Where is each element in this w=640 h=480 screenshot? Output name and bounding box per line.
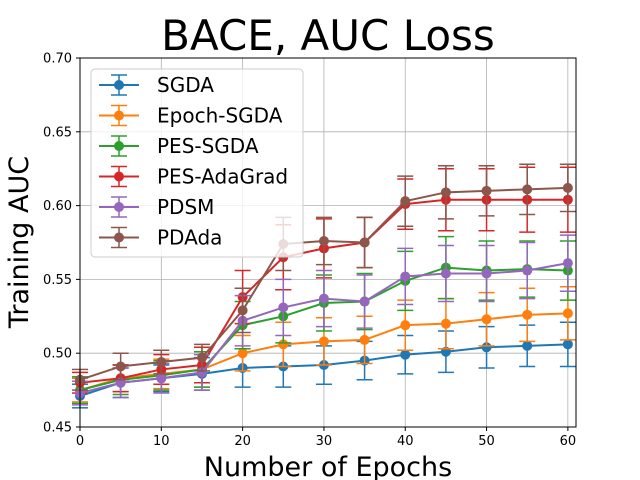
y-tick-label: 0.60 [43, 199, 72, 214]
data-point [440, 187, 451, 198]
data-point [115, 361, 126, 372]
data-point [318, 336, 329, 347]
data-point [400, 349, 411, 360]
data-point [481, 268, 492, 279]
legend-item: Epoch-SGDA [99, 104, 283, 128]
legend-label: PES-SGDA [157, 134, 259, 158]
chart-title: BACE, AUC Loss [161, 11, 495, 60]
data-point [562, 182, 573, 193]
legend-label: Epoch-SGDA [157, 104, 283, 128]
legend-label: PDSM [157, 195, 214, 219]
data-point [440, 318, 451, 329]
data-point [278, 339, 289, 350]
data-point [562, 258, 573, 269]
data-point [359, 237, 370, 248]
legend-label: SGDA [157, 73, 214, 97]
data-point [522, 309, 533, 320]
x-tick-label: 30 [316, 434, 333, 449]
data-point [359, 334, 370, 345]
y-tick-label: 0.50 [43, 347, 72, 362]
data-point [481, 314, 492, 325]
data-point [562, 308, 573, 319]
legend-marker [114, 141, 124, 151]
legend-marker [114, 171, 124, 182]
x-tick-label: 50 [478, 434, 495, 449]
y-tick-label: 0.55 [43, 273, 72, 288]
legend-marker [114, 202, 124, 212]
data-point [196, 367, 207, 378]
data-point [196, 352, 207, 363]
data-point [237, 305, 248, 316]
data-point [156, 373, 167, 384]
data-point [440, 268, 451, 279]
data-point [318, 293, 329, 304]
legend-item: PDAda [99, 226, 222, 250]
legend-marker [114, 80, 124, 90]
x-tick-label: 20 [234, 434, 251, 449]
legend-item: PES-AdaGrad [99, 165, 288, 189]
data-point [359, 296, 370, 307]
x-tick-label: 0 [76, 434, 84, 449]
legend: SGDA Epoch-SGDA PES-SGDA PES-AdaGrad PDSM PDA… [90, 68, 304, 258]
data-point [400, 196, 411, 207]
data-point [318, 236, 329, 247]
data-point [522, 340, 533, 351]
y-tick-label: 0.65 [43, 125, 72, 140]
data-point [156, 357, 167, 368]
data-point [481, 185, 492, 196]
x-axis-label: Number of Epochs [204, 452, 452, 480]
series-pdsm [72, 234, 576, 406]
data-point [562, 339, 573, 350]
data-point [522, 265, 533, 276]
y-tick-label: 0.45 [43, 421, 72, 436]
legend-item: PDSM [99, 195, 214, 219]
data-point [237, 348, 248, 359]
legend-item: PES-SGDA [99, 134, 259, 158]
x-tick-label: 60 [560, 434, 577, 449]
legend-label: PES-AdaGrad [157, 165, 288, 189]
legend-item: SGDA [99, 73, 214, 97]
y-axis-label: Training AUC [4, 156, 35, 329]
plot-area [79, 57, 577, 428]
data-point [400, 271, 411, 282]
data-point [522, 184, 533, 195]
legend-label: PDAda [157, 226, 222, 250]
data-point [481, 342, 492, 353]
data-point [400, 320, 411, 331]
legend-marker [114, 110, 124, 121]
data-point [278, 302, 289, 313]
x-tick-label: 40 [397, 434, 414, 449]
axis-ticks: 0 10 20 30 40 50 60 0.45 0.50 0.55 0.60 0.65 0.70 [43, 52, 576, 450]
x-tick-label: 10 [153, 434, 170, 449]
legend-box [90, 68, 304, 258]
y-tick-label: 0.70 [43, 52, 72, 67]
legend-marker [114, 232, 124, 243]
